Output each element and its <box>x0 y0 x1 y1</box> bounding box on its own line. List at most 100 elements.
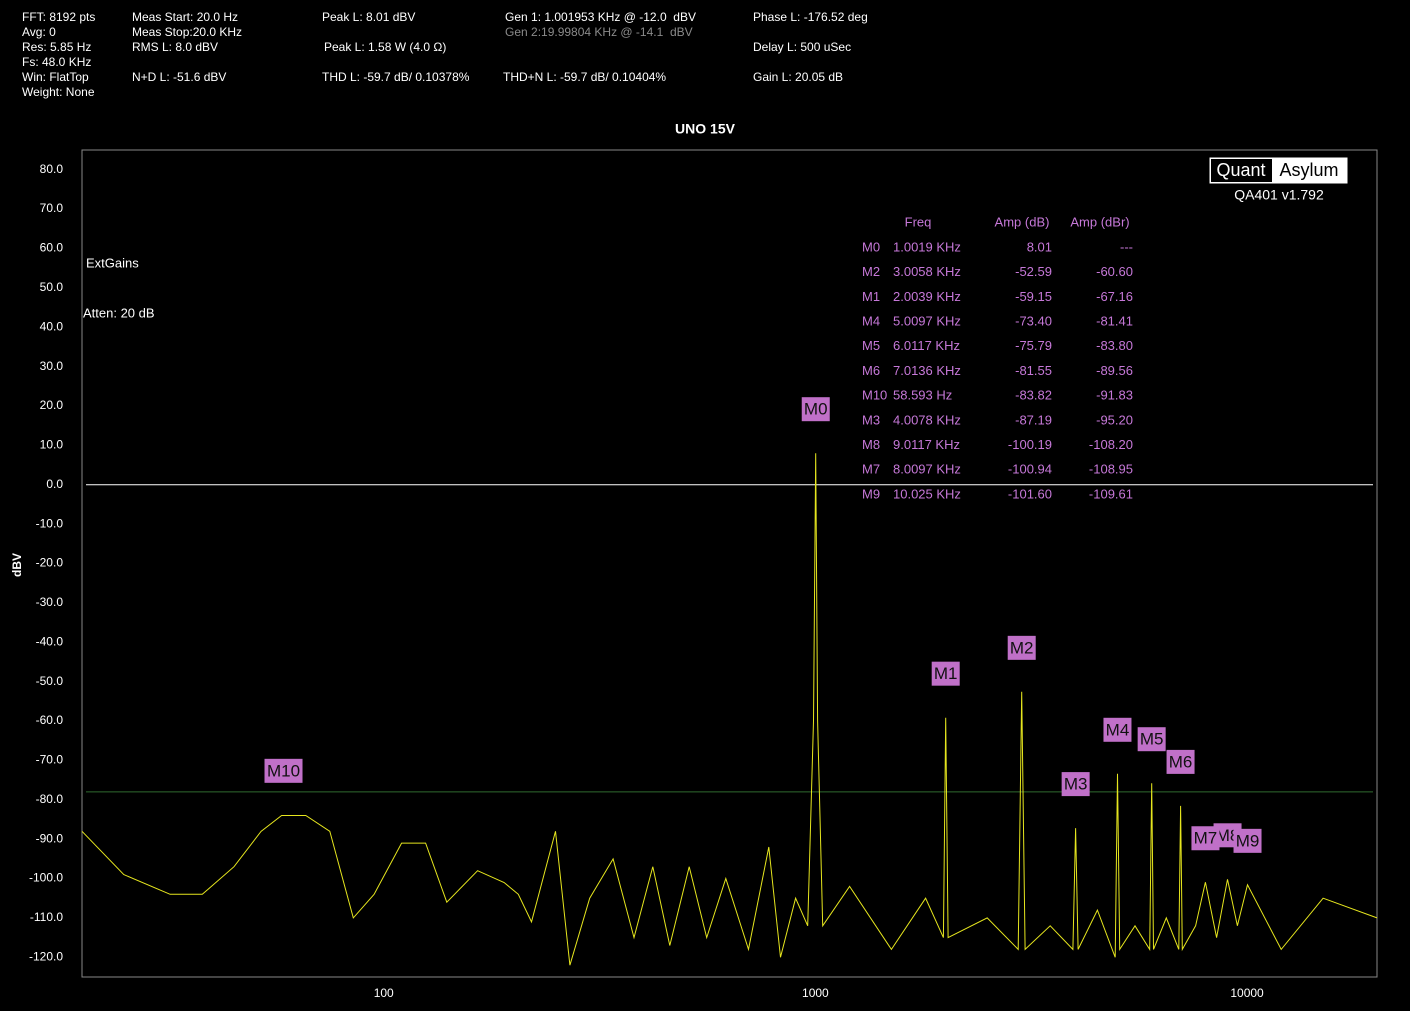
marker-box <box>1191 826 1220 851</box>
table-cell: -109.61 <box>1089 486 1133 501</box>
table-cell: -108.20 <box>1089 437 1133 452</box>
table-cell: 2.0039 KHz <box>893 289 961 304</box>
readout: Weight: None <box>22 85 95 99</box>
table-header: Amp (dBr) <box>1070 214 1129 229</box>
readout: THD+N L: -59.7 dB/ 0.10404% <box>503 70 667 84</box>
table-cell: -81.41 <box>1096 314 1133 329</box>
table-cell: -89.56 <box>1096 363 1133 378</box>
y-tick-label: -110.0 <box>30 910 63 924</box>
readout: Gain L: 20.05 dB <box>753 70 844 84</box>
table-cell: M5 <box>862 338 880 353</box>
marker-label: M5 <box>1140 730 1164 749</box>
y-tick-label: -90.0 <box>36 831 64 845</box>
annotation: ExtGains <box>86 255 139 270</box>
table-cell: -59.15 <box>1015 289 1052 304</box>
marker-label: M4 <box>1106 720 1130 739</box>
marker-label: M10 <box>267 761 300 780</box>
readout: Delay L: 500 uSec <box>753 40 852 54</box>
table-cell: -95.20 <box>1096 412 1133 427</box>
readout: Peak L: 1.58 W (4.0 Ω) <box>324 40 447 54</box>
marker-label: M8 <box>1216 826 1240 845</box>
table-cell: M3 <box>862 412 880 427</box>
y-tick-label: -50.0 <box>36 674 64 688</box>
table-cell: 6.0117 KHz <box>893 338 960 353</box>
marker-label: M9 <box>1236 831 1260 850</box>
annotation: Atten: 20 dB <box>83 305 155 320</box>
marker-label: M3 <box>1064 775 1088 794</box>
y-tick-label: -70.0 <box>36 753 64 767</box>
readout: N+D L: -51.6 dBV <box>132 70 227 84</box>
table-cell: -73.40 <box>1015 314 1052 329</box>
chart-title: UNO 15V <box>675 121 736 137</box>
marker: M9 <box>1233 828 1262 853</box>
y-tick-label: -20.0 <box>36 556 64 570</box>
logo-text: Asylum <box>1279 160 1338 180</box>
marker: M1 <box>931 661 960 686</box>
marker: M6 <box>1166 749 1195 774</box>
table-cell: 1.0019 KHz <box>893 239 961 254</box>
table-cell: -100.19 <box>1008 437 1052 452</box>
plot-frame <box>81 149 1378 978</box>
table-cell: 5.0097 KHz <box>893 314 961 329</box>
marker-label: M6 <box>1169 752 1193 771</box>
version: QA401 v1.792 <box>1234 187 1324 203</box>
marker-box <box>1061 772 1090 797</box>
readout: Res: 5.85 Hz <box>22 40 92 54</box>
marker-box <box>264 758 303 783</box>
table-cell: -81.55 <box>1015 363 1052 378</box>
y-tick-label: 40.0 <box>40 319 64 333</box>
readout: Fs: 48.0 KHz <box>22 55 92 69</box>
y-tick-label: 70.0 <box>40 201 64 215</box>
readout: Meas Stop:20.0 KHz <box>132 25 243 39</box>
table-cell: 7.0136 KHz <box>893 363 961 378</box>
marker: M0 <box>801 397 830 422</box>
marker: M2 <box>1007 635 1036 660</box>
table-cell: -83.82 <box>1015 388 1052 403</box>
readout: Gen 2:19.99804 KHz @ -14.1 dBV <box>505 25 693 39</box>
table-cell: 58.593 Hz <box>893 388 952 403</box>
x-tick-label: 1000 <box>802 986 829 1000</box>
y-tick-label: -30.0 <box>36 595 64 609</box>
table-cell: M10 <box>862 388 887 403</box>
table-cell: -108.95 <box>1089 462 1133 477</box>
table-cell: M2 <box>862 264 880 279</box>
y-tick-label: 20.0 <box>40 398 64 412</box>
readout: Gen 1: 1.001953 KHz @ -12.0 dBV <box>505 10 696 24</box>
table-cell: 8.01 <box>1027 239 1052 254</box>
table-cell: 3.0058 KHz <box>893 264 961 279</box>
y-tick-label: -100.0 <box>29 871 63 885</box>
readout: Win: FlatTop <box>22 70 89 84</box>
table-cell: -67.16 <box>1096 289 1133 304</box>
y-axis-label: dBV <box>10 553 24 577</box>
table-cell: -52.59 <box>1015 264 1052 279</box>
table-cell: M8 <box>862 437 880 452</box>
marker-label: M2 <box>1010 638 1034 657</box>
marker: M4 <box>1103 717 1132 742</box>
y-tick-label: 10.0 <box>40 438 64 452</box>
marker-box <box>1103 717 1132 742</box>
y-tick-label: -40.0 <box>36 634 64 648</box>
marker-box <box>801 397 830 422</box>
marker-label: M1 <box>934 664 958 683</box>
table-header: Freq <box>905 214 932 229</box>
table-cell: M1 <box>862 289 880 304</box>
readout: FFT: 8192 pts <box>22 10 96 24</box>
marker-label: M0 <box>804 400 828 419</box>
readout: Phase L: -176.52 deg <box>753 10 868 24</box>
marker: M10 <box>264 758 303 783</box>
y-tick-label: 30.0 <box>40 359 64 373</box>
table-cell: M0 <box>862 239 880 254</box>
table-cell: -75.79 <box>1015 338 1052 353</box>
logo-left <box>1211 159 1272 182</box>
table-cell: -100.94 <box>1008 462 1052 477</box>
marker-label: M7 <box>1194 829 1218 848</box>
readout: RMS L: 8.0 dBV <box>132 40 219 54</box>
table-cell: M7 <box>862 462 880 477</box>
readout: Meas Start: 20.0 Hz <box>132 10 239 24</box>
table-cell: -83.80 <box>1096 338 1133 353</box>
table-cell: -101.60 <box>1008 486 1052 501</box>
readout: THD L: -59.7 dB/ 0.10378% <box>322 70 470 84</box>
table-cell: 10.025 KHz <box>893 486 961 501</box>
